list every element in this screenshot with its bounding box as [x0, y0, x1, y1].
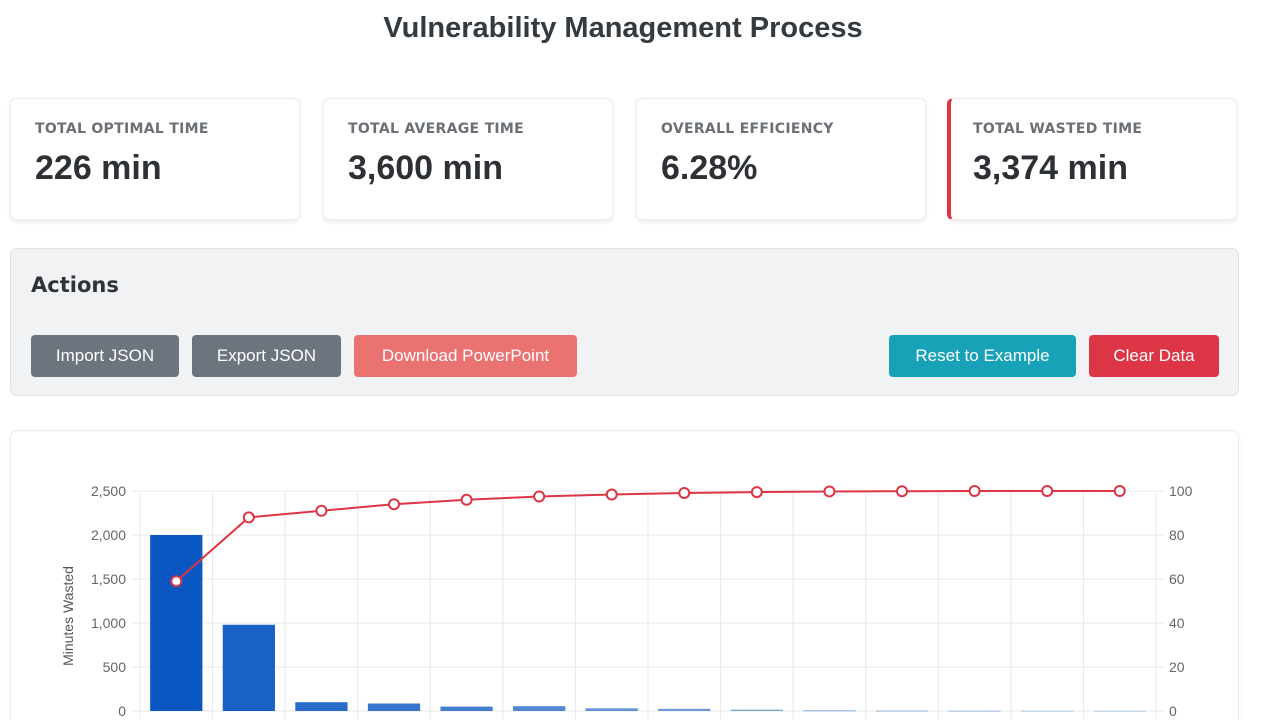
cumulative-point [315, 504, 328, 517]
y-tick-label: 0 [118, 703, 126, 719]
cumulative-point [460, 493, 473, 506]
cumulative-point [388, 498, 400, 511]
y-tick-label: 1,500 [91, 571, 126, 587]
metric-label: TOTAL OPTIMAL TIME [35, 121, 209, 137]
cumulative-point [1113, 485, 1126, 497]
bar [1093, 710, 1146, 712]
cumulative-point [1041, 485, 1054, 497]
chart-panel: 2,500 100 2,000 80 1,500 60 1,000 40 500 20 0 0 Minu… [10, 430, 1239, 720]
actions-title: Actions [31, 273, 119, 297]
page-title: Vulnerability Management Process [383, 12, 863, 44]
y-axis-label: Minutes Wasted [60, 566, 76, 666]
y2-tick-label: 0 [1169, 703, 1177, 719]
cumulative-point [605, 488, 618, 501]
y2-tick-label: 60 [1169, 571, 1185, 587]
cumulative-point [533, 490, 546, 503]
cumulative-point [170, 575, 183, 588]
metric-label: TOTAL AVERAGE TIME [348, 121, 525, 137]
y2-tick-label: 20 [1169, 659, 1185, 675]
metric-card-average-time: TOTAL AVERAGE TIME 3,600 min [323, 98, 613, 220]
y-tick-label: 2,500 [91, 483, 126, 499]
y-tick-label: 500 [103, 659, 127, 675]
y-tick-label: 1,000 [91, 615, 126, 631]
bar [730, 709, 783, 711]
pareto-chart: 2,500 100 2,000 80 1,500 60 1,000 40 500 20 0 0 Minu… [60, 483, 1193, 719]
clear-data-button[interactable]: Clear Data [1089, 335, 1219, 377]
cumulative-line [175, 490, 1120, 582]
bar [222, 624, 275, 711]
actions-panel: Actions Import JSON Export JSON Download… [10, 248, 1239, 396]
metric-value: 3,374 min [973, 149, 1128, 187]
bar [803, 710, 856, 712]
bar [440, 706, 493, 711]
y2-tick-label: 100 [1169, 483, 1193, 499]
bar [658, 708, 711, 711]
metric-card-wasted-time: TOTAL WASTED TIME 3,374 min [947, 98, 1237, 220]
cumulative-point [242, 511, 255, 524]
metric-value: 3,600 min [348, 149, 503, 187]
reset-example-button[interactable]: Reset to Example [889, 335, 1076, 377]
metric-label: OVERALL EFFICIENCY [661, 121, 834, 137]
cumulative-point [896, 485, 908, 498]
cumulative-point [678, 486, 691, 499]
metric-card-efficiency: OVERALL EFFICIENCY 6.28% [636, 98, 926, 220]
y2-tick-label: 40 [1169, 615, 1185, 631]
cumulative-point [750, 486, 763, 499]
metric-label: TOTAL WASTED TIME [973, 121, 1143, 137]
bar [1021, 710, 1074, 712]
metric-card-optimal-time: TOTAL OPTIMAL TIME 226 min [10, 98, 300, 220]
bar [367, 703, 421, 711]
bar [295, 702, 348, 711]
bar [875, 710, 929, 712]
cumulative-point [968, 485, 981, 497]
metric-value: 6.28% [661, 149, 758, 187]
download-powerpoint-button[interactable]: Download PowerPoint [354, 335, 577, 377]
bar [948, 710, 1001, 712]
import-json-button[interactable]: Import JSON [31, 335, 179, 377]
metric-value: 226 min [35, 149, 162, 187]
bar [513, 706, 566, 711]
export-json-button[interactable]: Export JSON [192, 335, 341, 377]
bar [150, 535, 203, 711]
y2-tick-label: 80 [1169, 527, 1185, 543]
y-tick-label: 2,000 [91, 527, 126, 543]
bar [585, 708, 638, 711]
cumulative-point [823, 485, 836, 498]
